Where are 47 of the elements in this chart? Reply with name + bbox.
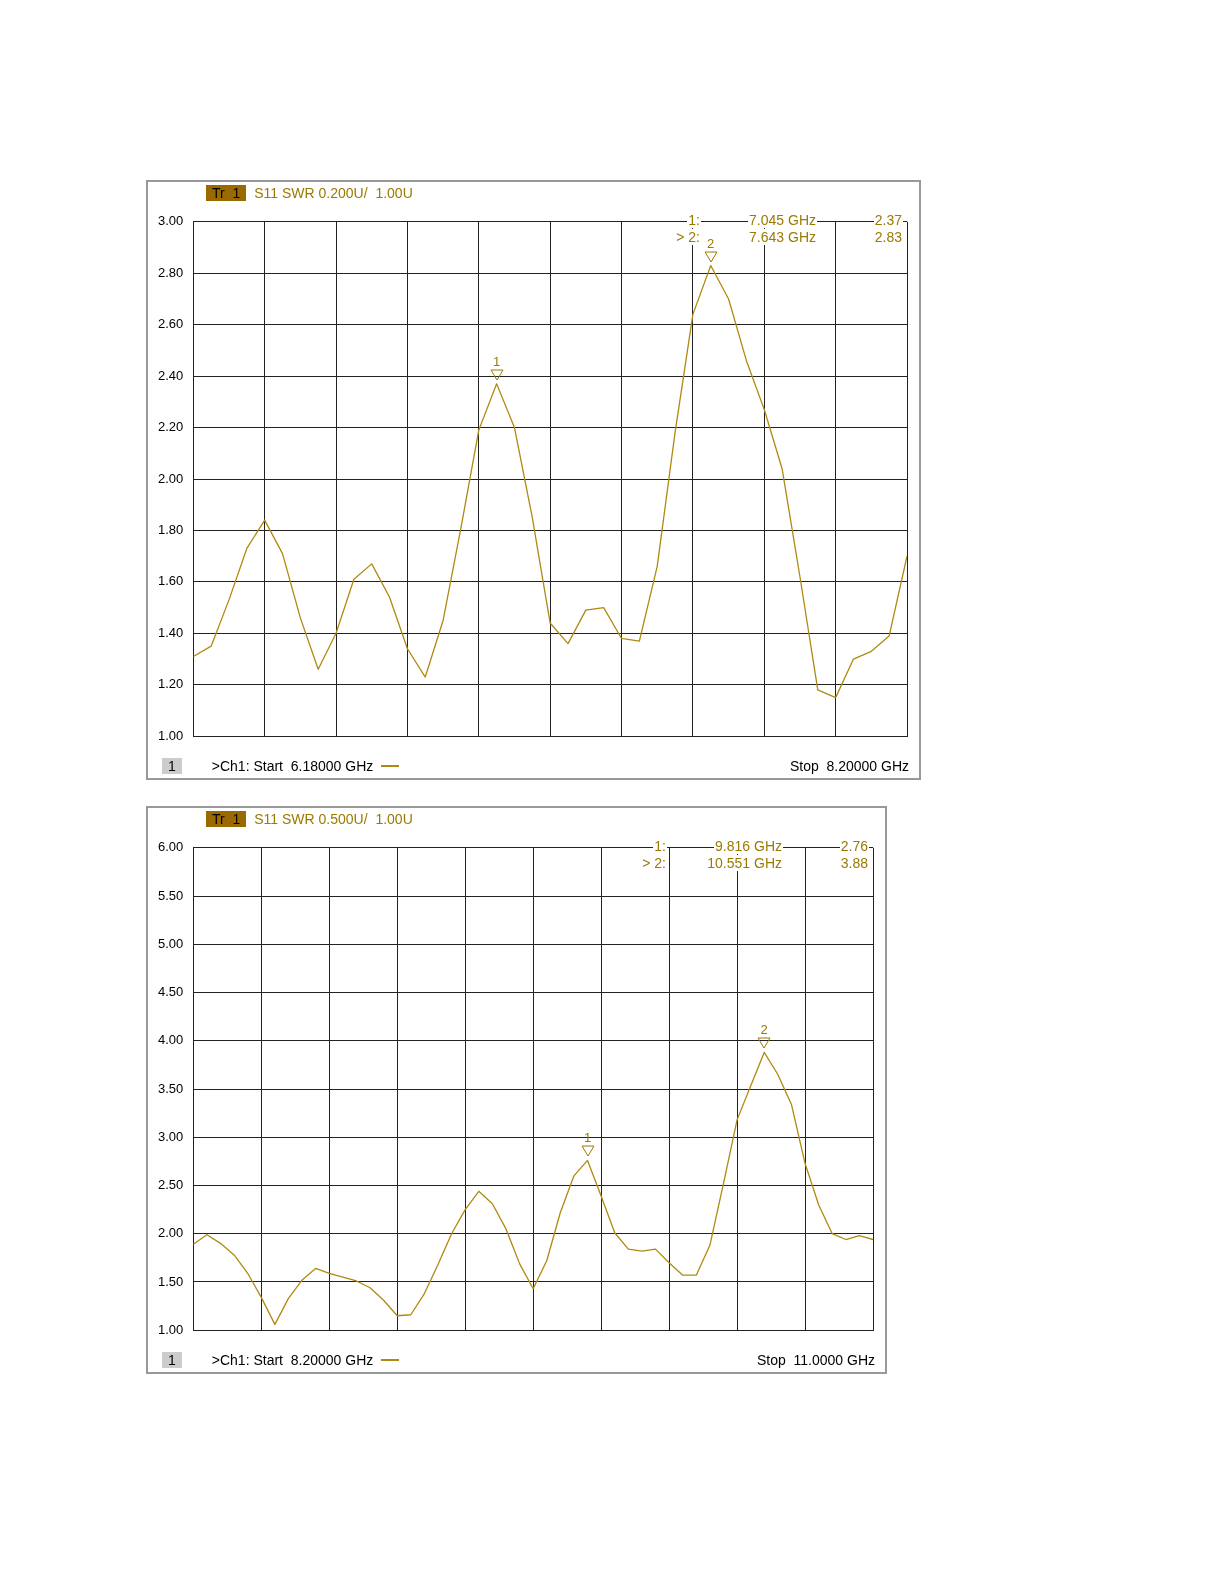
annotation: 2 [759, 1022, 769, 1038]
annotation: > 2: [641, 855, 667, 871]
annotation: 2 [706, 235, 716, 251]
annotation: 9.816 GHz [714, 838, 783, 854]
y-tick-label: 5.00 [157, 935, 184, 951]
annotation: 1: [687, 212, 701, 228]
annotation: 7.045 GHz [748, 212, 817, 228]
y-tick-label: 4.00 [157, 1032, 184, 1048]
annotation: 7.643 GHz [748, 229, 817, 245]
y-tick-label: 3.50 [157, 1080, 184, 1096]
text: Tr 1 [206, 185, 247, 201]
y-tick-label: 2.00 [157, 470, 184, 486]
y-tick-label: 5.50 [157, 887, 184, 903]
text: Stop 11.0000 GHz [756, 1352, 875, 1368]
text: >Ch1: Start 8.20000 GHz [211, 1352, 374, 1368]
text: 1 [162, 1352, 182, 1368]
text: Stop 8.20000 GHz [789, 758, 909, 774]
text: 1 [162, 758, 182, 774]
y-tick-label: 1.50 [157, 1273, 184, 1289]
y-tick-label: 4.50 [157, 984, 184, 1000]
annotation: 2.76 [839, 838, 869, 854]
text: Tr 1 [206, 811, 247, 827]
y-tick-label: 2.60 [157, 316, 184, 332]
y-tick-label: 3.00 [157, 1128, 184, 1144]
annotation: 2.37 [873, 212, 903, 228]
annotation: 1 [492, 353, 502, 369]
y-tick-label: 1.80 [157, 522, 184, 538]
annotation: 10.551 GHz [706, 855, 783, 871]
y-tick-label: 1.20 [157, 676, 184, 692]
annotation: 3.88 [839, 855, 869, 871]
annotation: 2.83 [873, 229, 903, 245]
text: >Ch1: Start 6.18000 GHz [211, 758, 374, 774]
y-tick-label: 1.60 [157, 573, 184, 589]
y-tick-label: 2.00 [157, 1225, 184, 1241]
y-tick-label: 1.40 [157, 624, 184, 640]
y-tick-label: 1.00 [157, 1321, 184, 1337]
y-tick-label: 6.00 [157, 839, 184, 855]
chart-title: S11 SWR 0.500U/ 1.00U [254, 811, 413, 827]
y-tick-label: 1.00 [157, 727, 184, 743]
y-tick-label: 2.50 [157, 1177, 184, 1193]
annotation: 1: [653, 838, 667, 854]
y-tick-label: 2.80 [157, 264, 184, 280]
y-tick-label: 2.40 [157, 367, 184, 383]
y-tick-label: 3.00 [157, 213, 184, 229]
chart-title: S11 SWR 0.200U/ 1.00U [254, 185, 413, 201]
annotation: > 2: [675, 229, 701, 245]
y-tick-label: 2.20 [157, 419, 184, 435]
